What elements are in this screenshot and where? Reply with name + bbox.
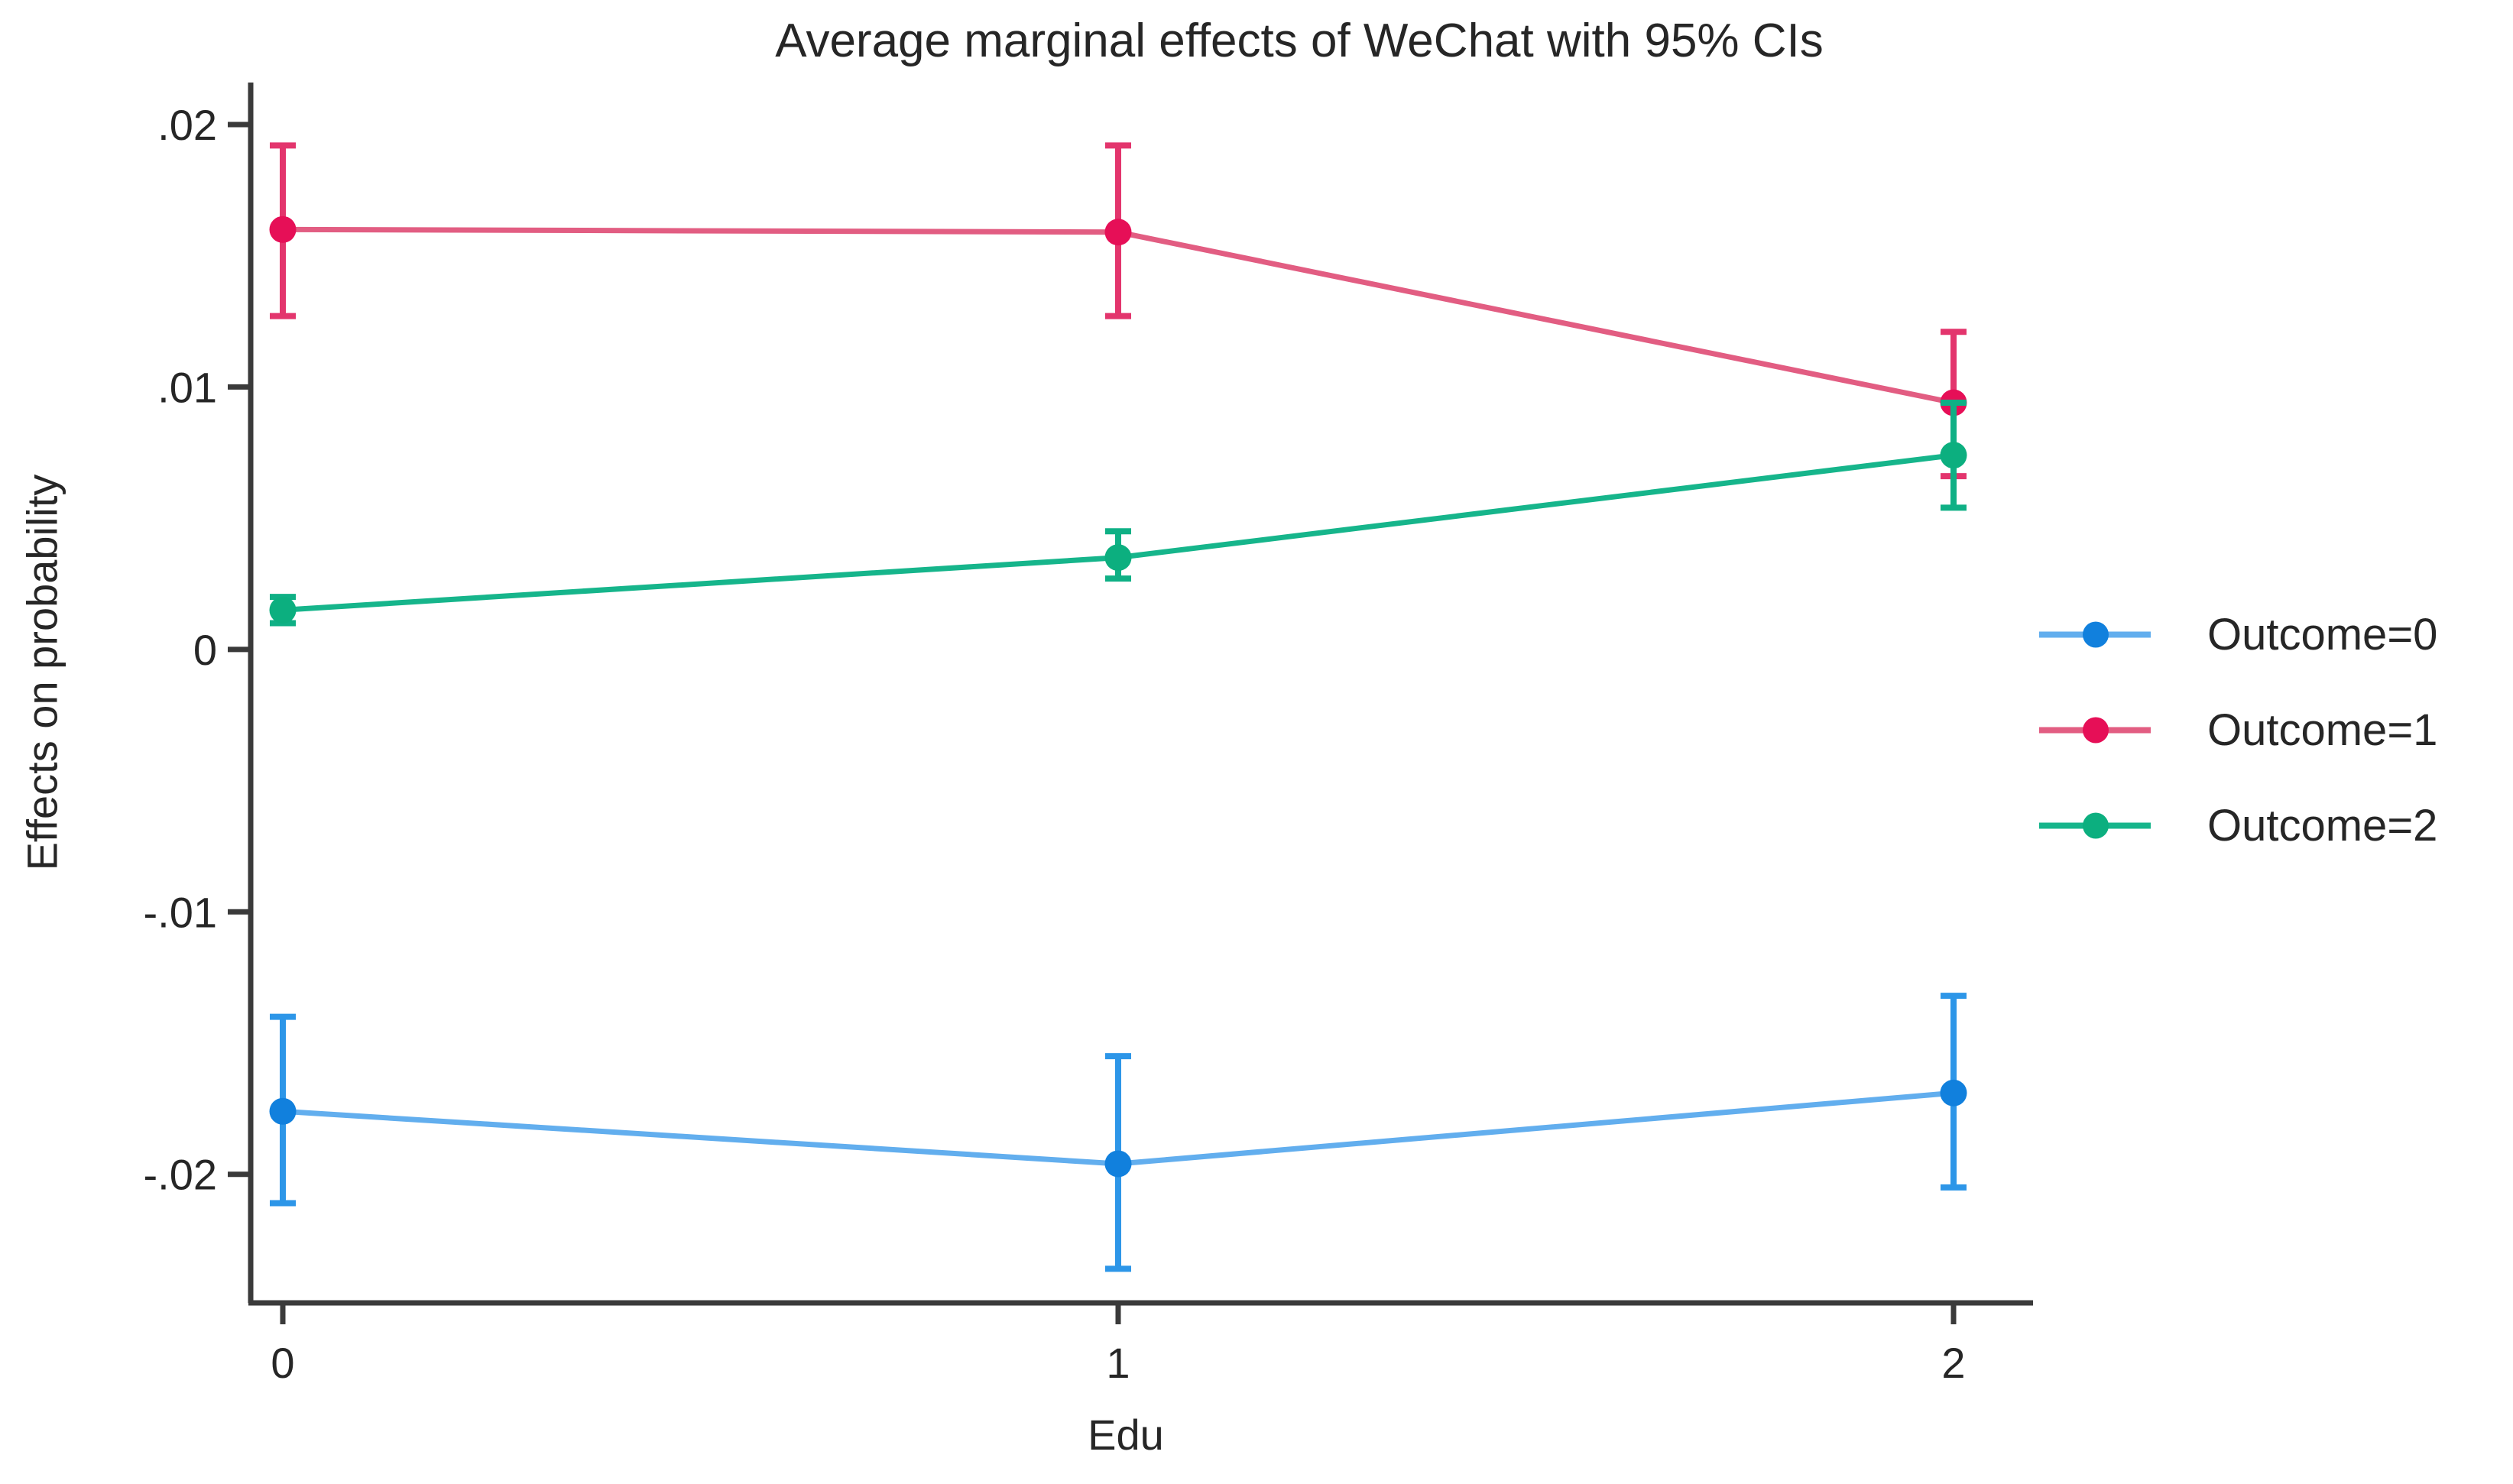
legend-swatch-outcome-1-icon — [2039, 717, 2151, 744]
legend: Outcome=0 Outcome=1 Outcome=2 — [2036, 587, 2437, 873]
y-tick-label: -.02 — [144, 1151, 218, 1199]
data-point-marker-outcome-1 — [1104, 219, 1132, 246]
legend-swatch-outcome-0-icon — [2039, 621, 2151, 648]
data-point-marker-outcome-2 — [1104, 544, 1132, 572]
x-tick-label: 1 — [1106, 1339, 1130, 1387]
legend-swatch-outcome-2-icon — [2039, 812, 2151, 839]
chart-title: Average marginal effects of WeChat with … — [775, 15, 1824, 67]
legend-label-outcome-2: Outcome=2 — [2207, 801, 2438, 851]
legend-item-outcome-2: Outcome=2 — [2036, 778, 2437, 873]
x-axis-title: Edu — [1088, 1411, 1164, 1459]
data-point-marker-outcome-0 — [1104, 1150, 1132, 1178]
legend-item-outcome-0: Outcome=0 — [2036, 587, 2437, 682]
data-point-marker-outcome-2 — [269, 596, 297, 624]
legend-label-outcome-1: Outcome=1 — [2207, 705, 2438, 755]
data-point-marker-outcome-0 — [269, 1097, 297, 1125]
legend-item-outcome-1: Outcome=1 — [2036, 682, 2437, 778]
y-tick-label: .02 — [157, 101, 217, 149]
y-tick-label: .01 — [157, 363, 217, 411]
x-tick-label: 2 — [1941, 1339, 1965, 1387]
data-point-marker-outcome-0 — [1940, 1079, 1967, 1107]
x-tick-label: 0 — [271, 1339, 294, 1387]
data-point-marker-outcome-1 — [269, 215, 297, 243]
y-tick-label: 0 — [193, 626, 217, 674]
legend-label-outcome-0: Outcome=0 — [2207, 610, 2438, 659]
y-tick-label: -.01 — [144, 888, 218, 936]
data-point-marker-outcome-2 — [1940, 442, 1967, 469]
